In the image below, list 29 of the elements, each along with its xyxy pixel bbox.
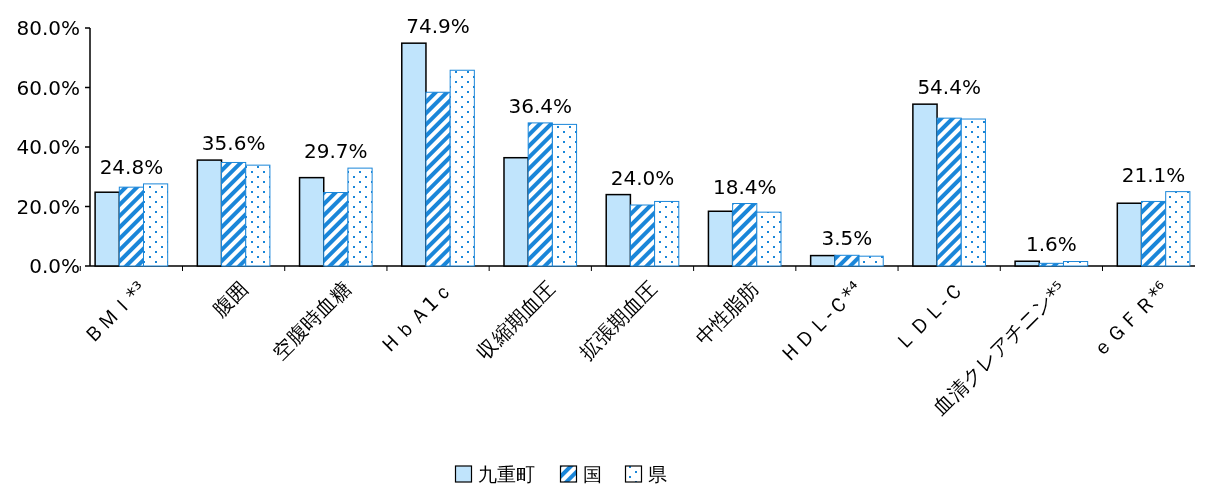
legend-label: 九重町 (477, 462, 535, 485)
x-tick-label: ｅＧＦＲ*⁶ (1086, 276, 1174, 363)
data-label: 18.4% (712, 174, 777, 199)
legend-label: 県 (647, 462, 667, 485)
x-tick-label: ＢＭＩ*³ (78, 276, 151, 349)
data-label: 24.0% (610, 165, 675, 190)
y-tick-label: 80.0% (16, 16, 80, 40)
x-tick-label: ＨｂＡ1ｃ (374, 276, 458, 360)
data-label: 54.4% (917, 75, 981, 100)
x-tick-label: ＨＤＬ-Ｃ*⁴ (774, 276, 867, 368)
y-tick-label: 20.0% (16, 194, 80, 219)
data-label: 74.9% (406, 14, 470, 39)
y-tick-label: 0.0% (29, 254, 80, 278)
x-tick-label: 拡張期血圧 (574, 276, 662, 365)
y-tick-label: 40.0% (16, 135, 80, 159)
data-label: 1.6% (1025, 232, 1077, 257)
x-tick-label: 空腹時血糖 (267, 276, 356, 365)
data-label: 35.6% (201, 131, 266, 156)
data-label: 21.1% (1121, 162, 1186, 187)
x-tick-label: 腹囲 (207, 276, 254, 322)
data-label: 29.7% (304, 139, 368, 164)
x-tick-label: 中性脂肪 (690, 276, 765, 350)
x-tick-label: 収縮期血圧 (472, 276, 560, 365)
x-tick-label: ＬＤＬ-Ｃ (889, 276, 969, 356)
y-tick-label: 60.0% (16, 75, 80, 100)
legend-label: 国 (582, 462, 602, 485)
data-label: 3.5% (821, 226, 873, 251)
data-label: 24.8% (99, 154, 164, 179)
data-label: 36.4% (508, 93, 573, 118)
